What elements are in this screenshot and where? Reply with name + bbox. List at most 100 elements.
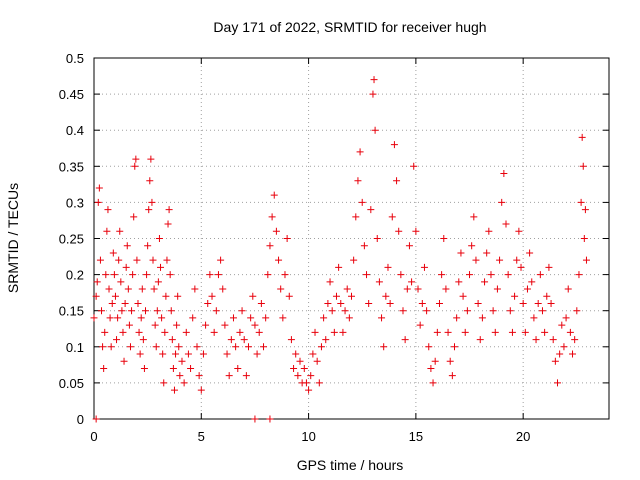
data-point xyxy=(440,235,448,242)
data-point xyxy=(399,307,407,315)
data-point xyxy=(161,328,169,336)
data-point xyxy=(120,357,128,365)
data-point xyxy=(335,263,343,271)
x-tick-label: 5 xyxy=(198,429,205,444)
data-point xyxy=(442,285,450,293)
data-point xyxy=(144,242,152,250)
data-point xyxy=(142,307,149,315)
data-point xyxy=(107,343,115,351)
data-point xyxy=(109,249,117,257)
data-point xyxy=(582,256,590,264)
data-point xyxy=(100,364,108,372)
data-point xyxy=(521,328,529,336)
data-point xyxy=(283,235,291,242)
data-point xyxy=(247,314,255,322)
data-point xyxy=(292,350,300,358)
data-point xyxy=(328,307,336,315)
data-point xyxy=(579,162,587,170)
data-point xyxy=(326,278,334,286)
data-point xyxy=(375,278,383,286)
data-point xyxy=(175,343,183,351)
data-point xyxy=(530,314,538,322)
data-point xyxy=(371,126,379,134)
data-point xyxy=(302,379,310,387)
data-point xyxy=(169,364,177,372)
data-point xyxy=(277,285,285,293)
data-point xyxy=(160,379,168,387)
data-point xyxy=(513,256,521,264)
data-point xyxy=(199,350,207,358)
data-point xyxy=(240,336,248,344)
data-point xyxy=(363,271,371,279)
data-point xyxy=(143,271,151,279)
data-point xyxy=(134,299,142,307)
data-point xyxy=(217,256,225,264)
data-point xyxy=(121,299,129,307)
data-point xyxy=(315,379,323,387)
data-point xyxy=(418,299,426,307)
y-tick-label: 0 xyxy=(77,412,84,427)
data-point xyxy=(139,336,147,344)
data-point xyxy=(145,206,153,214)
data-point xyxy=(272,227,280,235)
data-point xyxy=(110,271,118,279)
data-point xyxy=(158,314,166,322)
data-point xyxy=(483,249,491,257)
data-point xyxy=(172,350,180,358)
data-point xyxy=(165,206,173,214)
data-point xyxy=(249,292,257,300)
data-point xyxy=(204,299,212,307)
data-point xyxy=(130,213,138,221)
data-point xyxy=(425,343,433,351)
data-point xyxy=(147,155,155,163)
data-point xyxy=(549,336,557,344)
data-point xyxy=(345,314,353,322)
data-point xyxy=(111,292,119,300)
data-point xyxy=(260,343,268,351)
data-point xyxy=(167,307,175,315)
data-point xyxy=(393,177,401,185)
data-point xyxy=(219,285,227,293)
data-point xyxy=(528,278,536,286)
data-point xyxy=(146,177,154,185)
data-point xyxy=(92,415,100,423)
data-point xyxy=(132,155,140,163)
data-point xyxy=(564,285,572,293)
data-point xyxy=(455,278,463,286)
data-point xyxy=(123,242,131,250)
data-point xyxy=(365,299,373,307)
data-point xyxy=(128,307,136,315)
data-point xyxy=(309,350,317,358)
data-point xyxy=(573,307,581,315)
data-point xyxy=(410,162,418,170)
data-point xyxy=(212,307,220,315)
data-point xyxy=(558,321,566,329)
data-point xyxy=(433,328,441,336)
data-point xyxy=(566,328,574,336)
data-point xyxy=(431,357,439,365)
data-point xyxy=(459,292,467,300)
data-point xyxy=(116,227,124,235)
data-point xyxy=(157,263,165,271)
data-point xyxy=(523,285,531,293)
data-point xyxy=(270,191,278,199)
data-point xyxy=(491,328,499,336)
data-point xyxy=(369,90,377,98)
data-point xyxy=(135,328,143,336)
data-point xyxy=(164,220,172,228)
data-point xyxy=(423,307,431,315)
data-point xyxy=(214,271,222,279)
data-point xyxy=(238,307,246,315)
data-point xyxy=(485,227,493,235)
data-point xyxy=(470,213,478,221)
data-point xyxy=(251,321,259,329)
data-point xyxy=(420,263,428,271)
data-point xyxy=(133,256,141,264)
data-point xyxy=(257,299,265,307)
data-point xyxy=(453,314,461,322)
data-point xyxy=(435,299,443,307)
data-point xyxy=(189,314,197,322)
data-point xyxy=(152,343,160,351)
data-point xyxy=(526,249,534,257)
data-point xyxy=(225,372,233,380)
